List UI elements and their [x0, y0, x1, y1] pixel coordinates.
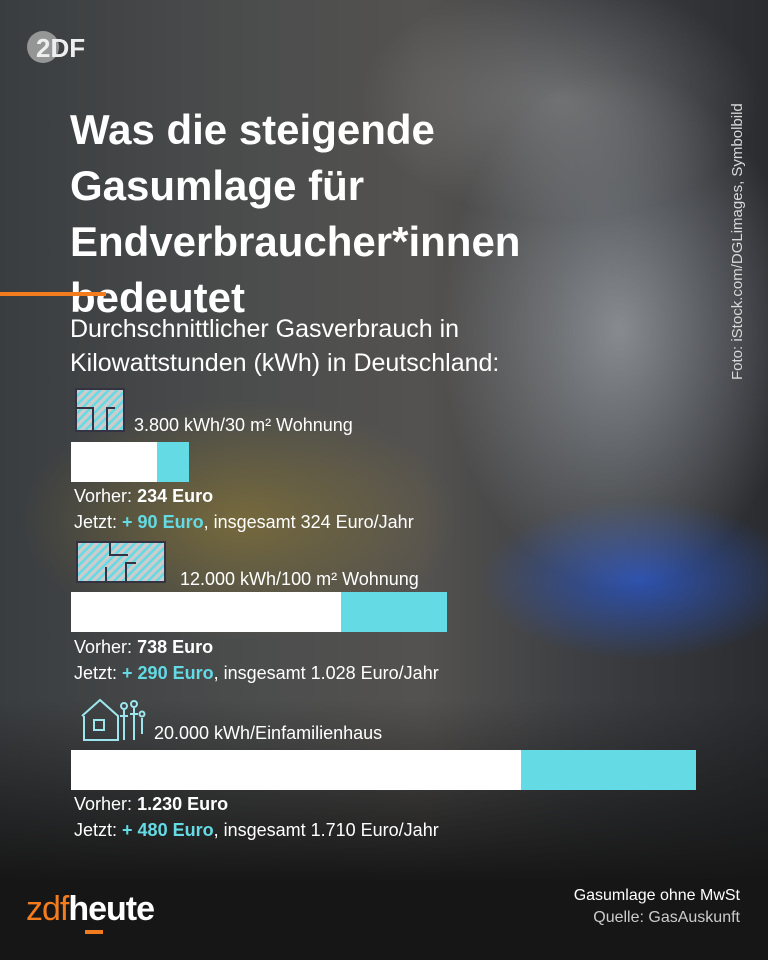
now-label: Jetzt: [74, 663, 118, 683]
total-value: , insgesamt 1.028 Euro/Jahr [213, 663, 439, 683]
bar-before-segment [71, 592, 341, 632]
vat-note: Gasumlage ohne MwSt [573, 887, 740, 904]
logo-zdf-text: zdf [26, 890, 69, 928]
subtitle: Durchschnittlicher Gasverbrauch in Kilow… [70, 315, 500, 377]
svg-text:2DF: 2DF [36, 33, 85, 63]
now-line: Jetzt: + 90 Euro, insgesamt 324 Euro/Jah… [74, 512, 414, 533]
increase-value: + 90 Euro [122, 512, 204, 532]
now-line: Jetzt: + 480 Euro, insgesamt 1.710 Euro/… [74, 820, 439, 841]
before-value: 738 Euro [137, 637, 214, 657]
now-label: Jetzt: [74, 512, 118, 532]
now-line: Jetzt: + 290 Euro, insgesamt 1.028 Euro/… [74, 663, 439, 684]
before-line: Vorher: 738 Euro [74, 637, 213, 658]
source: Quelle: GasAuskunft [593, 909, 740, 926]
before-value: 234 Euro [137, 486, 214, 506]
before-label: Vorher: [74, 486, 133, 506]
total-value: , insgesamt 1.710 Euro/Jahr [213, 820, 439, 840]
increase-value: + 290 Euro [122, 663, 214, 683]
page-title: Was die steigende Gasumlage für Endverbr… [70, 106, 521, 321]
accent-rule [0, 292, 106, 296]
large-apartment-icon [76, 541, 166, 583]
bar-2 [71, 592, 447, 632]
bar-increase-segment [340, 592, 447, 632]
bar-1 [71, 442, 190, 482]
before-value: 1.230 Euro [137, 794, 229, 814]
bar-increase-segment [156, 442, 190, 482]
now-label: Jetzt: [74, 820, 118, 840]
logo-heute-text: heute [68, 890, 155, 928]
item-label: 3.800 kWh/30 m² Wohnung [134, 415, 353, 435]
small-apartment-icon [75, 388, 125, 432]
bar-before-segment [71, 442, 157, 482]
zdfheute-logo: zdfheute [26, 890, 155, 934]
footer-note: Gasumlage ohne MwSt Quelle: GasAuskunft [574, 885, 740, 929]
before-line: Vorher: 1.230 Euro [74, 794, 228, 815]
increase-value: + 480 Euro [122, 820, 214, 840]
item-label: 20.000 kWh/Einfamilienhaus [154, 723, 383, 743]
item-label: 12.000 kWh/100 m² Wohnung [180, 569, 419, 589]
bar-before-segment [71, 750, 521, 790]
before-line: Vorher: 234 Euro [74, 486, 213, 507]
total-value: , insgesamt 324 Euro/Jahr [203, 512, 414, 532]
before-label: Vorher: [74, 794, 133, 814]
before-label: Vorher: [74, 637, 133, 657]
bar-3 [71, 750, 696, 790]
photo-credit: Foto: iStock.com/DGLimages, Symbolbild [729, 103, 746, 380]
house-family-icon [81, 698, 146, 741]
bar-increase-segment [520, 750, 696, 790]
background-shade [0, 700, 768, 960]
zdf-logo: 2DF [27, 31, 85, 63]
